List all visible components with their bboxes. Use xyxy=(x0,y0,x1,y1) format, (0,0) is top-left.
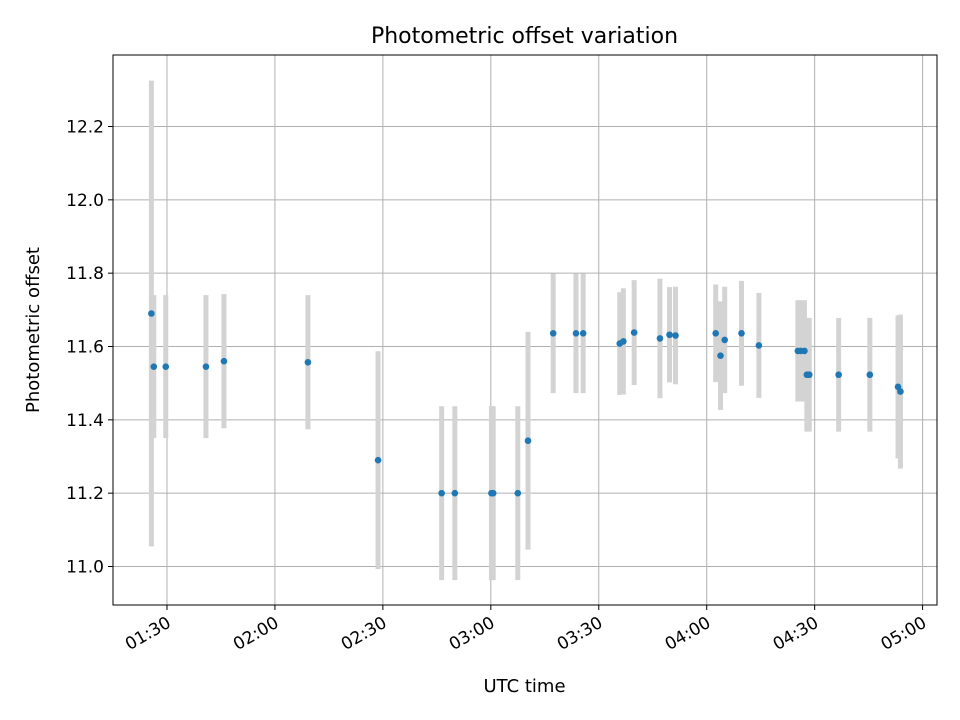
data-point xyxy=(220,357,228,365)
data-point xyxy=(656,335,664,342)
y-tick-label: 12.2 xyxy=(66,118,104,138)
y-tick-label: 11.0 xyxy=(66,558,104,578)
plot-area xyxy=(113,55,937,605)
x-axis-label: UTC time xyxy=(483,676,565,697)
plot-frame xyxy=(112,54,938,606)
data-point xyxy=(672,332,679,339)
data-point xyxy=(549,330,557,337)
data-point xyxy=(148,310,155,317)
data-point xyxy=(162,363,170,370)
data-point xyxy=(304,358,312,366)
y-axis-ticks: 11.0 11.2 11.4 11.6 11.8 12.0 12.2 xyxy=(66,118,113,578)
data-point xyxy=(630,329,638,336)
data-point xyxy=(524,437,532,445)
data-point xyxy=(438,489,445,497)
data-point xyxy=(579,330,587,337)
data-point xyxy=(712,330,720,337)
data-point xyxy=(150,363,158,370)
data-point xyxy=(897,388,904,395)
data-point xyxy=(805,371,813,379)
data-point xyxy=(666,331,673,339)
data-point xyxy=(755,342,763,349)
grid xyxy=(113,55,937,605)
y-axis-label: Photometric offset xyxy=(23,247,44,413)
data-point xyxy=(514,489,522,497)
y-tick-label: 11.2 xyxy=(66,484,104,504)
data-point xyxy=(572,330,580,337)
data-point xyxy=(738,330,745,337)
y-tick-label: 11.8 xyxy=(66,264,104,284)
data-point xyxy=(620,338,627,345)
data-point xyxy=(801,347,808,355)
data-points xyxy=(148,310,904,497)
data-point xyxy=(721,336,729,344)
y-tick-label: 12.0 xyxy=(66,191,104,211)
data-point xyxy=(717,352,724,359)
y-tick-label: 11.6 xyxy=(66,338,104,358)
chart-title: Photometric offset variation xyxy=(371,24,678,49)
data-point xyxy=(835,371,842,379)
data-point xyxy=(451,489,459,497)
data-point xyxy=(374,456,382,464)
data-point xyxy=(202,363,210,370)
data-point xyxy=(866,371,874,379)
data-point xyxy=(489,489,497,497)
y-tick-label: 11.4 xyxy=(66,411,104,431)
